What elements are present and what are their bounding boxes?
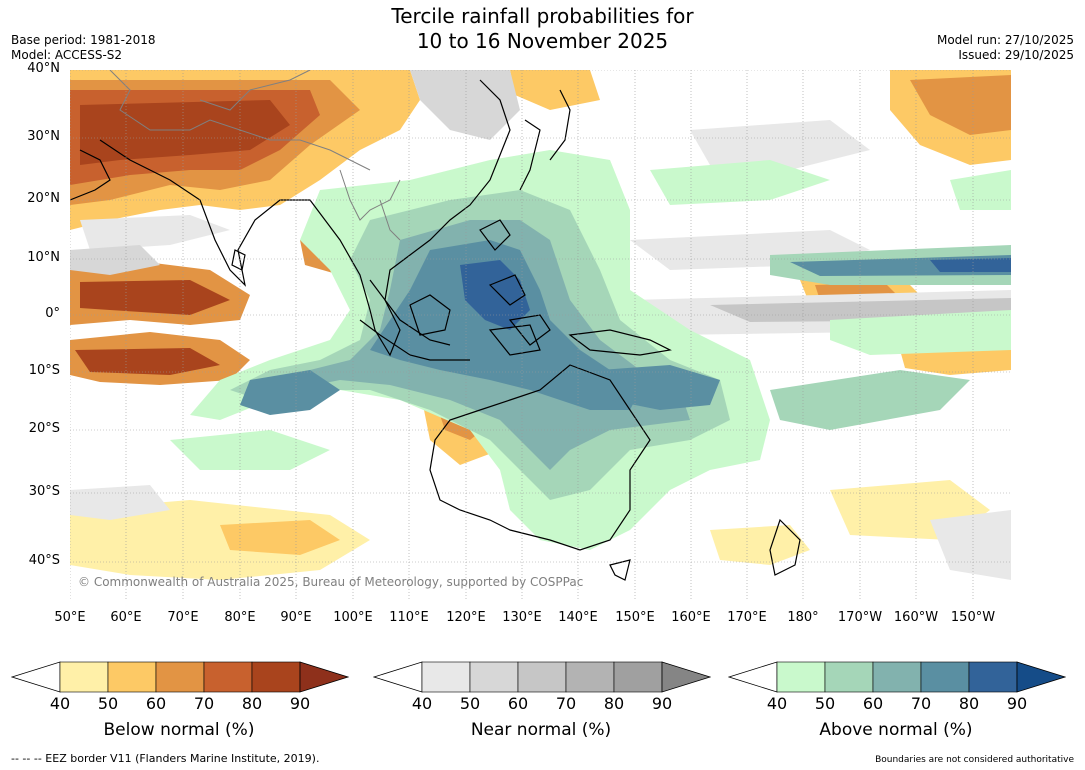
colorbar-over-arrow [1016,661,1066,693]
lat-label: 40°S [28,553,60,568]
lon-label: 170°W [837,610,883,625]
colorbar-tick-label: 60 [507,694,529,713]
colorbar-tick-label: 40 [766,694,788,713]
lon-label: 160°W [893,610,939,625]
lon-label: 50°E [54,610,86,625]
lon-label: 140°E [558,610,598,625]
colorbar-segment [155,661,205,693]
colorbar-segment [517,661,567,693]
lon-label: 130°E [502,610,542,625]
lat-label: 20°S [28,421,60,436]
lon-label: 100°E [333,610,373,625]
lat-label: 30°S [28,484,60,499]
colorbar-over-arrow [661,661,711,693]
colorbar-tick-label: 70 [555,694,577,713]
colorbar-segment [421,661,471,693]
lat-label: 10°S [28,363,60,378]
colorbar-under-arrow [373,661,423,693]
lon-label: 150°E [615,610,655,625]
lon-label: 90°E [280,610,312,625]
colorbar-0 [11,661,349,693]
eez-note: -- -- -- EEZ border V11 (Flanders Marine… [11,752,320,765]
map-panel [70,70,1011,600]
colorbar-segment [59,661,109,693]
colorbar-title: Near normal (%) [470,720,612,740]
lon-label: 180° [787,610,819,625]
lat-label: 40°N [27,61,60,76]
colorbar-segment [776,661,826,693]
copyright-notice: © Commonwealth of Australia 2025, Bureau… [78,575,584,589]
meta-right: Model run: 27/10/2025 Issued: 29/10/2025 [937,33,1074,63]
colorbar-tick-label: 40 [411,694,433,713]
colorbar-tick-label: 90 [289,694,311,713]
lon-label: 120°E [446,610,486,625]
colorbar-2 [728,661,1066,693]
lat-label: 20°N [27,191,60,206]
colorbar-segment [824,661,874,693]
colorbar-under-arrow [728,661,778,693]
map-canvas [70,70,1011,600]
meta-left: Base period: 1981-2018 Model: ACCESS-S2 [11,33,156,63]
lon-label: 60°E [110,610,142,625]
disclaimer: Boundaries are not considered authoritat… [875,755,1074,765]
colorbar-segment [107,661,157,693]
colorbar-tick-label: 70 [910,694,932,713]
model-run: Model run: 27/10/2025 [936,33,1074,47]
colorbar-segment [203,661,253,693]
colorbar-segment [872,661,922,693]
colorbar-segment [920,661,970,693]
lon-label: 70°E [167,610,199,625]
colorbar-segment [968,661,1018,693]
colorbar-tick-label: 60 [145,694,167,713]
title-line-1: Tercile rainfall probabilities for [391,4,694,28]
lat-label: 10°N [27,250,60,265]
lon-label: 170°E [727,610,767,625]
colorbar-segment [251,661,301,693]
colorbar-title: Below normal (%) [103,720,255,740]
colorbar-tick-label: 60 [862,694,884,713]
colorbar-1 [373,661,711,693]
colorbar-tick-label: 80 [603,694,625,713]
colorbar-segment [469,661,519,693]
base-period: Base period: 1981-2018 [11,33,156,47]
colorbar-tick-label: 70 [193,694,215,713]
colorbar-tick-label: 50 [459,694,481,713]
colorbar-tick-label: 90 [651,694,673,713]
coastlines [70,79,801,581]
map-title: Tercile rainfall probabilities for 10 to… [0,4,1085,54]
lon-label: 150°W [950,610,996,625]
lon-label: 110°E [389,610,429,625]
above-normal-regions [170,150,1011,550]
title-line-2: 10 to 16 November 2025 [416,29,669,53]
colorbar-over-arrow [299,661,349,693]
colorbar-segment [613,661,663,693]
lon-label: 80°E [224,610,256,625]
colorbar-tick-label: 50 [814,694,836,713]
issued-date: Issued: 29/10/2025 [958,48,1074,62]
lat-label: 30°N [27,129,60,144]
lon-label: 160°E [671,610,711,625]
model-name: Model: ACCESS-S2 [11,48,123,62]
colorbar-tick-label: 90 [1006,694,1028,713]
colorbar-tick-label: 40 [49,694,71,713]
country-borders [109,70,401,241]
gridlines [70,70,1011,600]
lat-label: 0° [45,306,60,321]
colorbar-tick-label: 80 [958,694,980,713]
colorbar-segment [565,661,615,693]
colorbar-under-arrow [11,661,61,693]
colorbar-title: Above normal (%) [819,720,973,740]
colorbar-tick-label: 80 [241,694,263,713]
colorbar-tick-label: 50 [97,694,119,713]
